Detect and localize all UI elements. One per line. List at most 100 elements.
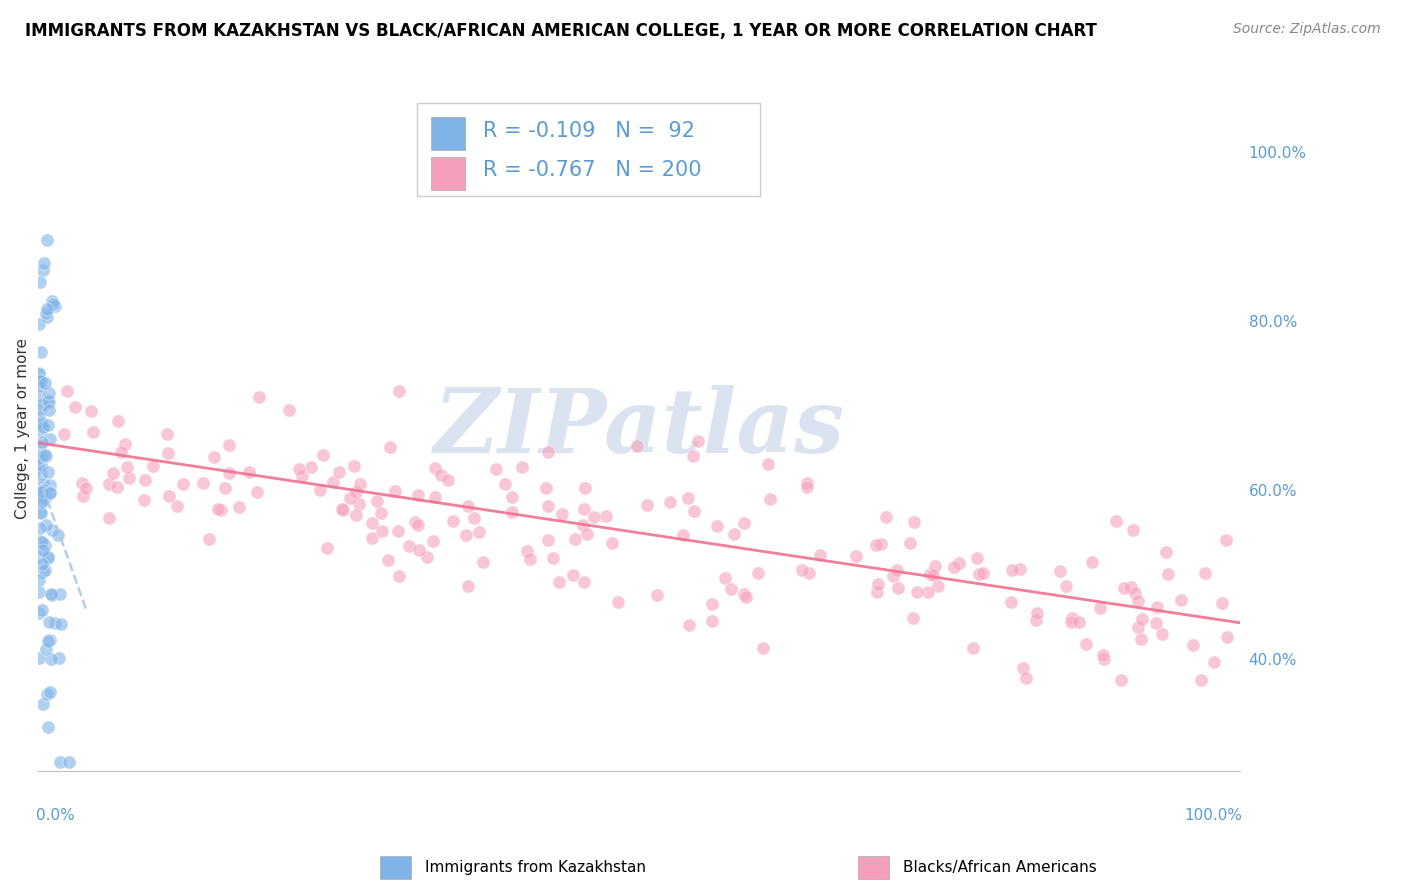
FancyBboxPatch shape xyxy=(432,157,465,190)
Y-axis label: College, 1 year or more: College, 1 year or more xyxy=(15,338,30,519)
Point xyxy=(865,538,887,552)
Point xyxy=(322,475,344,490)
Point xyxy=(1008,562,1031,576)
Point xyxy=(247,390,270,404)
Point xyxy=(370,524,392,539)
Point xyxy=(1114,581,1136,595)
Point xyxy=(398,539,420,553)
Point xyxy=(1091,648,1114,662)
Point xyxy=(917,585,939,599)
Point xyxy=(30,416,52,430)
Point xyxy=(887,581,910,595)
Point xyxy=(204,450,226,464)
Point xyxy=(1182,638,1205,652)
Point xyxy=(35,301,58,316)
Point xyxy=(53,426,76,441)
Point xyxy=(901,610,924,624)
Point xyxy=(37,634,59,648)
Text: 60.0%: 60.0% xyxy=(1249,484,1298,500)
Point xyxy=(48,651,70,665)
Point xyxy=(582,509,605,524)
Point xyxy=(561,567,583,582)
Point xyxy=(49,756,72,770)
Point xyxy=(468,524,491,539)
Point xyxy=(110,445,132,459)
Point xyxy=(30,467,52,482)
Point xyxy=(42,297,65,311)
Point xyxy=(198,533,221,547)
Point xyxy=(34,376,56,391)
Point xyxy=(1157,567,1180,582)
Point xyxy=(31,485,53,500)
Text: IMMIGRANTS FROM KAZAKHSTAN VS BLACK/AFRICAN AMERICAN COLLEGE, 1 YEAR OR MORE COR: IMMIGRANTS FROM KAZAKHSTAN VS BLACK/AFRI… xyxy=(25,22,1097,40)
Point xyxy=(28,550,51,565)
Point xyxy=(37,550,59,565)
Point xyxy=(28,401,51,416)
Point xyxy=(34,563,56,577)
Point xyxy=(361,516,384,530)
Point xyxy=(808,548,831,562)
Point xyxy=(28,373,51,387)
Point xyxy=(39,485,62,500)
Point xyxy=(28,379,51,393)
Point xyxy=(1060,615,1083,629)
Point xyxy=(28,651,51,665)
Point xyxy=(920,566,942,581)
Point xyxy=(32,263,55,277)
Point xyxy=(1170,592,1192,607)
Point xyxy=(1130,612,1153,626)
Point xyxy=(905,585,928,599)
Point xyxy=(82,425,104,439)
Point xyxy=(34,491,56,505)
Point xyxy=(118,471,141,485)
Point xyxy=(28,573,51,587)
Point xyxy=(31,603,53,617)
Point xyxy=(39,587,62,601)
Point xyxy=(537,533,560,548)
Point xyxy=(972,566,994,580)
Point xyxy=(714,570,737,584)
Point xyxy=(31,398,53,412)
Point xyxy=(1204,655,1226,669)
Text: 40.0%: 40.0% xyxy=(1249,653,1296,668)
Point xyxy=(31,488,53,502)
Point xyxy=(38,615,60,630)
Point xyxy=(1001,563,1024,577)
Point xyxy=(39,685,62,699)
Point xyxy=(921,567,943,582)
Point xyxy=(30,449,52,463)
Point xyxy=(423,490,446,504)
Point xyxy=(32,255,55,269)
Point xyxy=(207,502,229,516)
Text: 100.0%: 100.0% xyxy=(1185,808,1243,823)
Point xyxy=(537,499,560,513)
Point xyxy=(1015,671,1038,685)
Point xyxy=(1126,620,1149,634)
Text: Source: ZipAtlas.com: Source: ZipAtlas.com xyxy=(1233,22,1381,37)
Point xyxy=(1123,586,1146,600)
Point xyxy=(361,531,384,545)
Point xyxy=(30,417,52,431)
Point xyxy=(32,697,55,711)
Point xyxy=(35,310,58,324)
Point xyxy=(308,483,330,498)
Point xyxy=(845,549,868,563)
Point xyxy=(430,467,453,482)
Point xyxy=(962,640,984,655)
Point xyxy=(31,484,53,499)
Point xyxy=(49,587,72,601)
Point xyxy=(35,642,58,657)
Point xyxy=(330,502,353,516)
Point xyxy=(157,489,180,503)
Point xyxy=(1081,555,1104,569)
Point xyxy=(678,617,700,632)
Point xyxy=(75,481,97,495)
Point xyxy=(311,448,333,462)
Point xyxy=(751,640,773,655)
Point xyxy=(134,473,156,487)
Point xyxy=(645,588,668,602)
Point xyxy=(72,490,94,504)
Point xyxy=(28,451,51,466)
Point xyxy=(422,533,444,548)
Point xyxy=(30,344,52,359)
